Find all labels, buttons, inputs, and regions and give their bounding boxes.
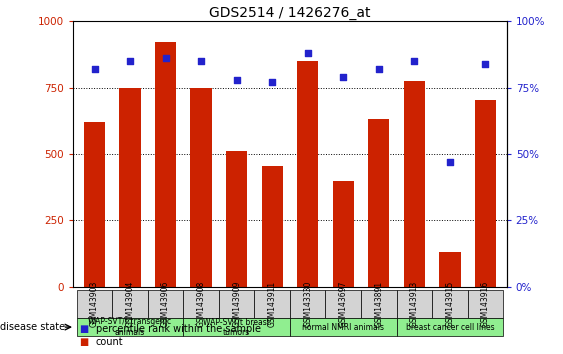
Bar — [333, 181, 354, 287]
Point — [126, 58, 135, 64]
Point — [232, 77, 241, 82]
Point — [445, 159, 454, 165]
Point — [374, 66, 383, 72]
Title: GDS2514 / 1426276_at: GDS2514 / 1426276_at — [209, 6, 370, 20]
Point — [90, 66, 99, 72]
Point — [267, 79, 276, 85]
Text: normal NMRI animals: normal NMRI animals — [302, 322, 384, 332]
Bar — [77, 290, 112, 318]
Bar — [396, 290, 432, 318]
Bar — [84, 122, 105, 287]
Bar — [262, 166, 283, 287]
Bar — [368, 119, 390, 287]
Bar — [468, 290, 503, 318]
Text: count: count — [96, 337, 123, 347]
Bar — [361, 290, 396, 318]
Bar — [184, 318, 290, 336]
Bar — [226, 152, 247, 287]
Text: GSM143330: GSM143330 — [303, 281, 312, 327]
Bar — [254, 290, 290, 318]
Text: GSM143909: GSM143909 — [232, 281, 241, 327]
Point — [481, 61, 490, 67]
Text: GSM143891: GSM143891 — [374, 281, 383, 327]
Text: WAP-SVT/t breast
tumors: WAP-SVT/t breast tumors — [203, 318, 270, 337]
Bar — [439, 252, 461, 287]
Text: GSM143911: GSM143911 — [267, 281, 276, 327]
Text: ■: ■ — [79, 324, 88, 334]
Bar — [219, 290, 254, 318]
Bar — [325, 290, 361, 318]
Bar — [148, 290, 184, 318]
Text: GSM143906: GSM143906 — [161, 281, 170, 327]
Bar — [396, 318, 503, 336]
Text: GSM143913: GSM143913 — [410, 281, 419, 327]
Bar — [112, 290, 148, 318]
Point — [196, 58, 205, 64]
Point — [161, 56, 170, 61]
Bar — [297, 61, 318, 287]
Text: GSM143915: GSM143915 — [445, 281, 454, 327]
Bar — [404, 81, 425, 287]
Text: GSM143697: GSM143697 — [339, 281, 348, 327]
Bar — [184, 290, 219, 318]
Bar — [190, 88, 212, 287]
Point — [410, 58, 419, 64]
Text: GSM143904: GSM143904 — [126, 281, 135, 327]
Bar — [432, 290, 468, 318]
Text: GSM143903: GSM143903 — [90, 281, 99, 327]
Bar — [119, 88, 141, 287]
Point — [303, 50, 312, 56]
Bar — [77, 318, 184, 336]
Text: WAP-SVT/t transgenic
animals: WAP-SVT/t transgenic animals — [88, 318, 172, 337]
Point — [339, 74, 348, 80]
Bar — [475, 99, 496, 287]
Text: disease state: disease state — [0, 322, 65, 332]
Text: percentile rank within the sample: percentile rank within the sample — [96, 324, 261, 334]
Bar — [155, 42, 176, 287]
Bar — [290, 318, 396, 336]
Text: GSM143916: GSM143916 — [481, 281, 490, 327]
Text: ■: ■ — [79, 337, 88, 347]
Text: GSM143908: GSM143908 — [196, 281, 205, 327]
Text: breast cancer cell lines: breast cancer cell lines — [405, 322, 494, 332]
Bar — [290, 290, 325, 318]
